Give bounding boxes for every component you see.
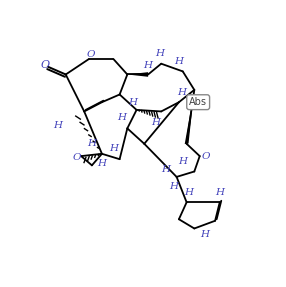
Text: H: H bbox=[151, 119, 160, 127]
Text: H: H bbox=[143, 61, 152, 70]
Text: H: H bbox=[174, 57, 183, 66]
Text: H: H bbox=[215, 188, 224, 197]
Text: H: H bbox=[178, 157, 187, 166]
Polygon shape bbox=[127, 72, 148, 77]
Text: H: H bbox=[155, 49, 164, 58]
Polygon shape bbox=[185, 90, 194, 144]
Text: O: O bbox=[86, 50, 95, 59]
Text: H: H bbox=[161, 165, 170, 174]
Text: H: H bbox=[117, 113, 126, 122]
Text: H: H bbox=[109, 144, 118, 153]
Text: Abs: Abs bbox=[189, 97, 207, 107]
Text: H: H bbox=[88, 139, 96, 148]
Text: H: H bbox=[200, 230, 209, 239]
Text: H: H bbox=[128, 98, 137, 107]
Text: O: O bbox=[73, 153, 82, 162]
Text: H: H bbox=[53, 121, 63, 130]
Text: O: O bbox=[202, 152, 210, 161]
Text: H: H bbox=[177, 88, 186, 97]
Text: H: H bbox=[98, 159, 106, 168]
Text: H: H bbox=[184, 188, 193, 197]
Text: H: H bbox=[169, 183, 178, 191]
Text: O: O bbox=[40, 60, 49, 70]
